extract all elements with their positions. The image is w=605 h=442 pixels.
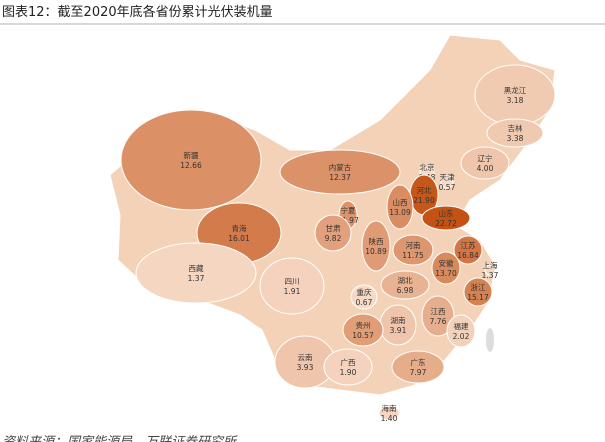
region-value: 1.90 — [340, 368, 357, 377]
region-name: 江苏 — [461, 240, 476, 250]
region-value: 3.38 — [507, 134, 524, 143]
region-name: 天津 — [440, 173, 455, 182]
region-area — [431, 251, 461, 285]
region-name: 吉林 — [508, 123, 523, 133]
region-name: 上海 — [483, 260, 498, 270]
region-value: 1.91 — [284, 287, 301, 296]
region-name: 重庆 — [357, 287, 372, 297]
region-value: 15.17 — [467, 293, 489, 302]
region-area — [323, 348, 373, 386]
region-value: 0.57 — [439, 183, 456, 192]
region-value: 7.76 — [430, 317, 447, 326]
region-value: 1.37 — [188, 274, 205, 283]
region-value: 11.75 — [402, 251, 424, 260]
region-area — [350, 284, 378, 310]
region-area — [314, 214, 352, 252]
region-value: 10.57 — [352, 331, 374, 340]
region-name: 陕西 — [369, 236, 384, 246]
region-name: 甘肃 — [326, 223, 341, 233]
region-name: 青海 — [232, 223, 247, 233]
region-area — [279, 149, 401, 195]
region-name: 河南 — [406, 240, 421, 250]
region-name: 四川 — [285, 277, 300, 286]
region-name: 海南 — [382, 403, 397, 413]
region-value: 13.09 — [389, 208, 411, 217]
region-value: 3.91 — [390, 326, 407, 335]
region-name: 湖北 — [398, 276, 413, 285]
region-area — [120, 109, 262, 211]
region-area — [484, 264, 496, 276]
region-name: 山西 — [393, 197, 408, 207]
region-value: 4.00 — [477, 164, 494, 173]
region-value: 7.97 — [410, 368, 427, 377]
region-area — [446, 314, 476, 348]
region-area — [259, 257, 325, 315]
region-area — [361, 220, 391, 272]
region-area — [380, 270, 430, 300]
region-area — [379, 304, 417, 346]
region-area — [440, 175, 454, 189]
region-name: 内蒙古 — [329, 162, 352, 172]
region-value: 0.67 — [356, 298, 373, 307]
region-name: 黑龙江 — [504, 85, 527, 95]
region-area — [392, 234, 434, 266]
region-value: 3.93 — [297, 363, 314, 372]
region-value: 16.84 — [457, 251, 479, 260]
region-area — [421, 205, 471, 231]
region-value: 13.70 — [435, 269, 457, 278]
region-value: 9.82 — [325, 234, 342, 243]
taiwan — [486, 328, 494, 352]
region-value: 11.97 — [337, 216, 359, 225]
region-area — [474, 64, 556, 126]
region-area — [135, 242, 257, 304]
region-name: 广西 — [341, 357, 356, 367]
region-name: 安徽 — [439, 258, 454, 268]
region-area — [463, 277, 493, 307]
figure-title: 图表12：截至2020年底各省份累计光伏装机量 — [2, 4, 273, 20]
region-value: 10.89 — [365, 247, 387, 256]
region-name: 福建 — [454, 321, 469, 331]
region-name: 新疆 — [184, 150, 199, 160]
region-value: 12.66 — [180, 161, 202, 170]
region-area — [460, 146, 510, 180]
region-area — [486, 118, 544, 148]
region-area — [391, 350, 445, 384]
region-name: 江西 — [431, 307, 446, 316]
region-name: 辽宁 — [478, 153, 493, 163]
region-name: 河北 — [417, 186, 432, 195]
region-name: 宁夏 — [341, 205, 356, 215]
region-value: 22.72 — [435, 219, 457, 228]
region-area — [421, 295, 455, 337]
region-value: 16.01 — [228, 234, 250, 243]
region-name: 广东 — [411, 357, 426, 367]
source-note: 资料来源：国家能源局，万联证券研究所 — [2, 434, 238, 442]
region-name: 贵州 — [356, 320, 371, 330]
region-name: 山东 — [439, 208, 454, 218]
region-area — [453, 235, 483, 265]
region-area — [342, 313, 384, 347]
region-area — [378, 405, 400, 421]
region-name: 北京 — [420, 162, 435, 172]
region-value: 12.37 — [329, 173, 351, 182]
region-value: 6.98 — [397, 286, 414, 295]
region-name: 云南 — [298, 352, 313, 362]
region-value: 2.02 — [453, 332, 470, 341]
region-value: 1.40 — [381, 414, 398, 423]
region-name: 西藏 — [189, 263, 204, 273]
region-area — [386, 184, 414, 230]
region-value: 1.37 — [482, 271, 499, 280]
region-value: 3.18 — [507, 96, 524, 105]
region-name: 浙江 — [471, 282, 486, 292]
region-value: 21.90 — [413, 196, 435, 205]
region-name: 湖南 — [391, 315, 406, 325]
